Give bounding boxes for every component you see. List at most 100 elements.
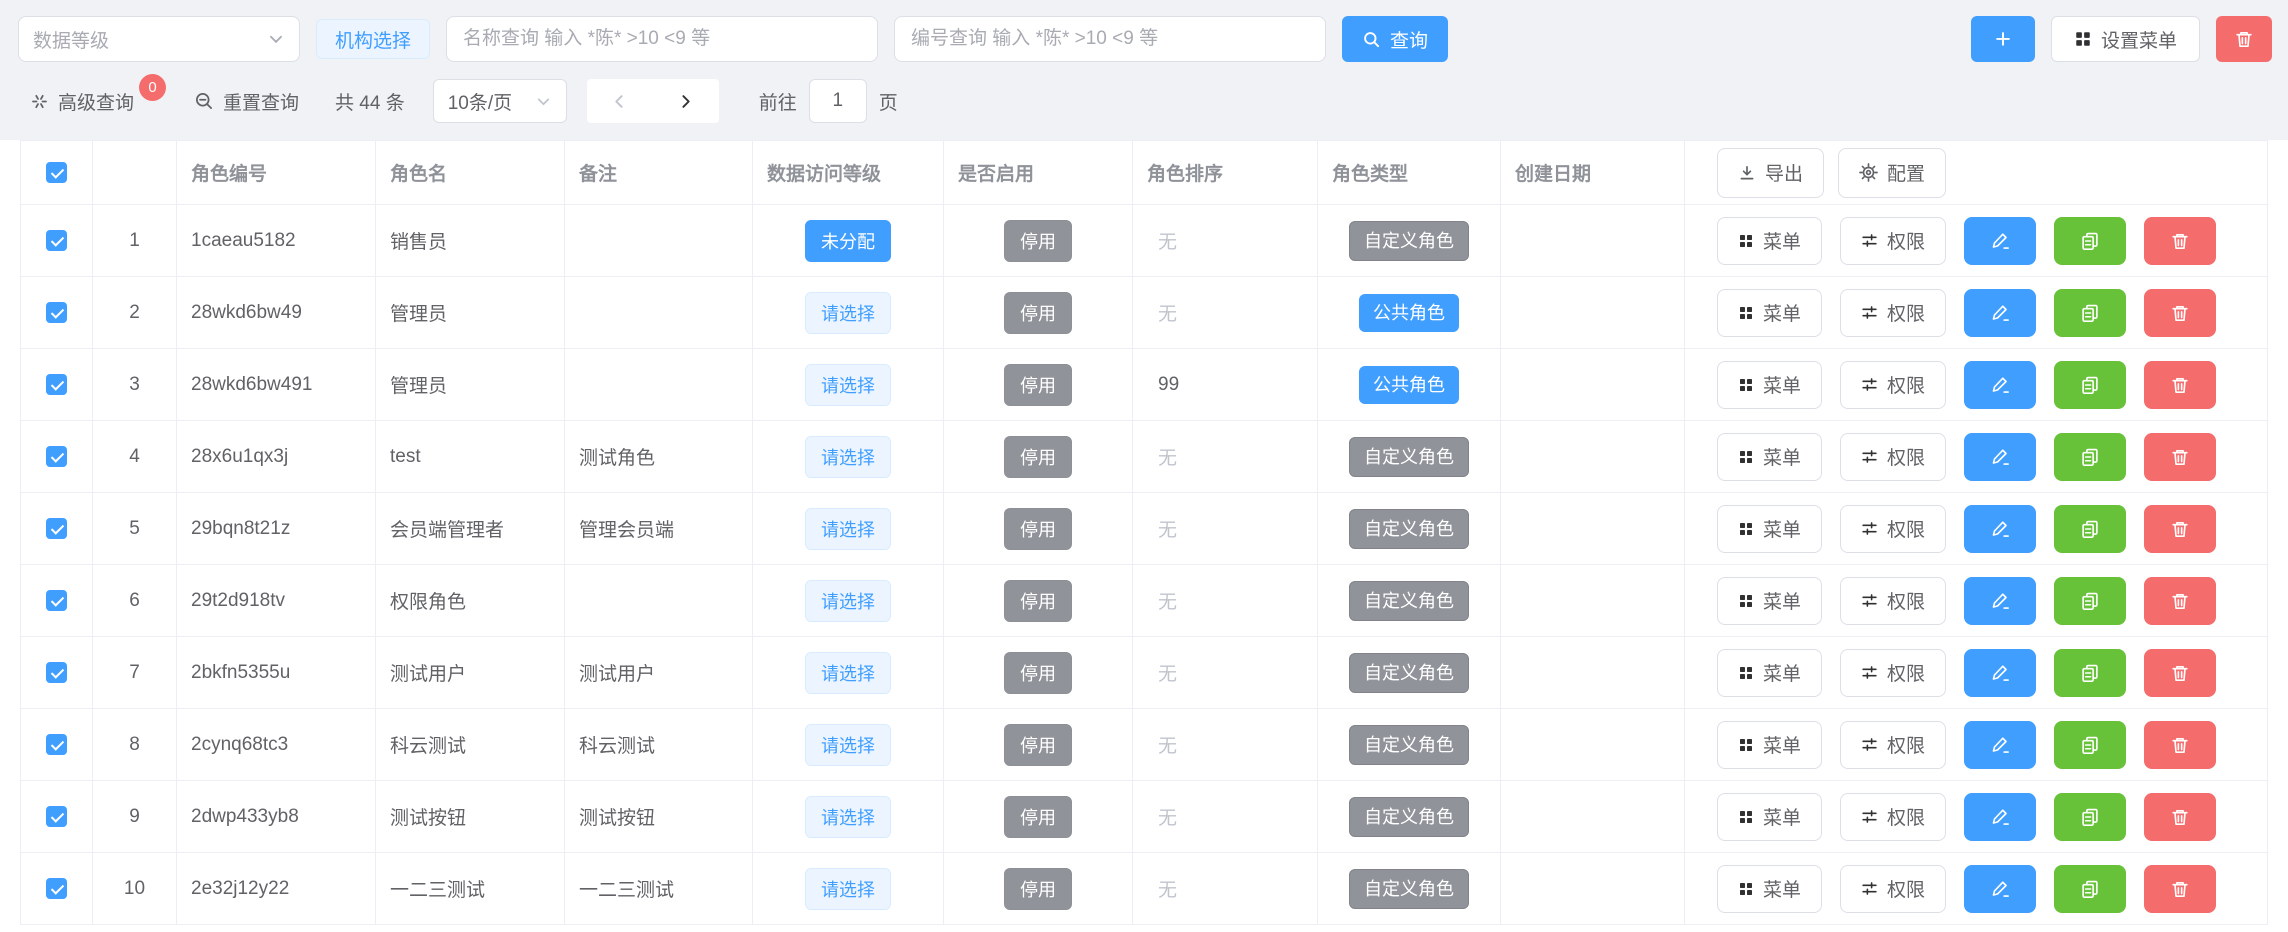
enabled-toggle-button[interactable]: 停用 [1004,723,1072,766]
menu-button[interactable]: 菜单 [1717,864,1823,913]
copy-button[interactable] [2054,648,2127,697]
name-query-input[interactable] [446,16,879,62]
delete-button[interactable] [2144,576,2217,625]
access-level-button[interactable]: 请选择 [805,867,891,910]
edit-button[interactable] [1964,576,2037,625]
add-button[interactable]: + [1970,16,2035,62]
roles-table: 角色编号 角色名 备注 数据访问等级 是否启用 角色排序 角色类型 创建日期 导… [20,140,2268,925]
copy-button[interactable] [2054,720,2127,769]
role-code: 2bkfn5355u [191,661,291,683]
search-button[interactable]: 查询 [1342,16,1449,62]
next-page-button[interactable] [653,79,719,123]
access-level-button[interactable]: 请选择 [805,363,891,406]
delete-button[interactable] [2144,648,2217,697]
menu-button[interactable]: 菜单 [1717,360,1823,409]
enabled-toggle-button[interactable]: 停用 [1004,651,1072,694]
delete-button[interactable] [2144,792,2217,841]
permission-button[interactable]: 权限 [1840,864,1947,913]
edit-button[interactable] [1964,216,2037,265]
config-button[interactable]: 配置 [1838,147,1947,198]
menu-button[interactable]: 菜单 [1717,720,1823,769]
delete-button[interactable] [2144,216,2217,265]
data-level-select[interactable]: 数据等级 [18,16,300,62]
enabled-toggle-button[interactable]: 停用 [1004,795,1072,838]
permission-button[interactable]: 权限 [1840,648,1947,697]
menu-button[interactable]: 菜单 [1717,576,1823,625]
edit-button[interactable] [1964,288,2037,337]
delete-button[interactable] [2144,360,2217,409]
export-button[interactable]: 导出 [1717,147,1825,198]
delete-button[interactable] [2144,864,2217,913]
permission-button[interactable]: 权限 [1840,360,1947,409]
menu-button[interactable]: 菜单 [1717,648,1823,697]
edit-button[interactable] [1964,792,2037,841]
permission-button[interactable]: 权限 [1840,216,1947,265]
copy-button[interactable] [2054,864,2127,913]
access-level-button[interactable]: 请选择 [805,723,891,766]
copy-button[interactable] [2054,792,2127,841]
enabled-toggle-button[interactable]: 停用 [1004,219,1072,262]
copy-button[interactable] [2054,576,2127,625]
copy-button[interactable] [2054,288,2127,337]
edit-button[interactable] [1964,720,2037,769]
row-checkbox[interactable] [46,446,67,467]
edit-button[interactable] [1964,432,2037,481]
row-checkbox[interactable] [46,518,67,539]
edit-button[interactable] [1964,504,2037,553]
row-checkbox[interactable] [46,302,67,323]
menu-button[interactable]: 菜单 [1717,216,1823,265]
edit-button[interactable] [1964,864,2037,913]
org-select-button[interactable]: 机构选择 [316,19,431,59]
row-checkbox[interactable] [46,374,67,395]
delete-button[interactable] [2144,720,2217,769]
page-size-select[interactable]: 10条/页 [432,79,567,123]
enabled-toggle-button[interactable]: 停用 [1004,867,1072,910]
permission-button[interactable]: 权限 [1840,504,1947,553]
permission-button[interactable]: 权限 [1840,720,1947,769]
delete-button[interactable] [2144,504,2217,553]
permission-button[interactable]: 权限 [1840,576,1947,625]
copy-button[interactable] [2054,432,2127,481]
access-level-button[interactable]: 请选择 [805,291,891,334]
enabled-toggle-button[interactable]: 停用 [1004,579,1072,622]
prev-page-button[interactable] [587,79,653,123]
access-level-button[interactable]: 请选择 [805,651,891,694]
copy-button[interactable] [2054,360,2127,409]
access-level-button[interactable]: 请选择 [805,507,891,550]
table-body: 1 1caeau5182 销售员 未分配 停用 无 自定义角色 菜单 权限 [21,205,2267,925]
permission-button[interactable]: 权限 [1840,432,1947,481]
menu-button[interactable]: 菜单 [1717,792,1823,841]
permission-button[interactable]: 权限 [1840,792,1947,841]
code-query-input[interactable] [894,16,1327,62]
menu-setup-button[interactable]: 设置菜单 [2050,16,2200,62]
menu-button[interactable]: 菜单 [1717,432,1823,481]
enabled-toggle-button[interactable]: 停用 [1004,363,1072,406]
edit-button[interactable] [1964,648,2037,697]
menu-button[interactable]: 菜单 [1717,288,1823,337]
goto-page-input[interactable] [808,79,867,123]
delete-button[interactable] [2144,432,2217,481]
enabled-toggle-button[interactable]: 停用 [1004,435,1072,478]
row-checkbox[interactable] [46,878,67,899]
enabled-toggle-button[interactable]: 停用 [1004,507,1072,550]
select-all-checkbox[interactable] [46,162,67,183]
row-checkbox[interactable] [46,806,67,827]
row-checkbox[interactable] [46,590,67,611]
enabled-toggle-button[interactable]: 停用 [1004,291,1072,334]
copy-button[interactable] [2054,504,2127,553]
menu-button[interactable]: 菜单 [1717,504,1823,553]
access-level-button[interactable]: 请选择 [805,579,891,622]
permission-button[interactable]: 权限 [1840,288,1947,337]
access-level-button[interactable]: 请选择 [805,435,891,478]
reset-query-button[interactable]: 重置查询 [194,88,299,115]
copy-button[interactable] [2054,216,2127,265]
delete-selected-button[interactable] [2216,16,2272,62]
access-level-button[interactable]: 请选择 [805,795,891,838]
edit-button[interactable] [1964,360,2037,409]
row-checkbox[interactable] [46,734,67,755]
advanced-query-button[interactable]: 高级查询 0 [30,73,167,115]
row-checkbox[interactable] [46,230,67,251]
access-level-button[interactable]: 未分配 [805,219,891,262]
delete-button[interactable] [2144,288,2217,337]
row-checkbox[interactable] [46,662,67,683]
